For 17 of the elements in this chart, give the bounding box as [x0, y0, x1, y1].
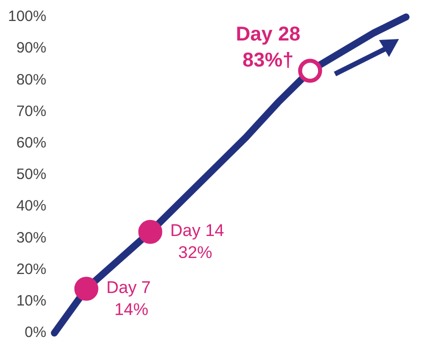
data-label: Day 14 32% [170, 220, 224, 262]
y-tick-label: 30% [16, 229, 46, 246]
y-tick-label: 50% [16, 166, 46, 184]
y-tick-label: 90% [16, 40, 46, 57]
y-tick-label: 80% [16, 71, 46, 88]
y-tick-label: 20% [16, 260, 46, 278]
y-tick-label: 60% [16, 134, 46, 152]
y-tick-label: 100% [8, 8, 46, 26]
y-tick-label: 40% [16, 198, 46, 215]
data-label: Day 28 83%† [236, 24, 300, 72]
y-tick-label: 70% [16, 102, 46, 120]
data-label: Day 7 14% [106, 278, 151, 319]
point [298, 58, 322, 83]
y-tick-label: 10% [16, 292, 46, 310]
y-tick-label: 0% [24, 324, 46, 342]
point [74, 276, 98, 301]
point [138, 220, 162, 244]
